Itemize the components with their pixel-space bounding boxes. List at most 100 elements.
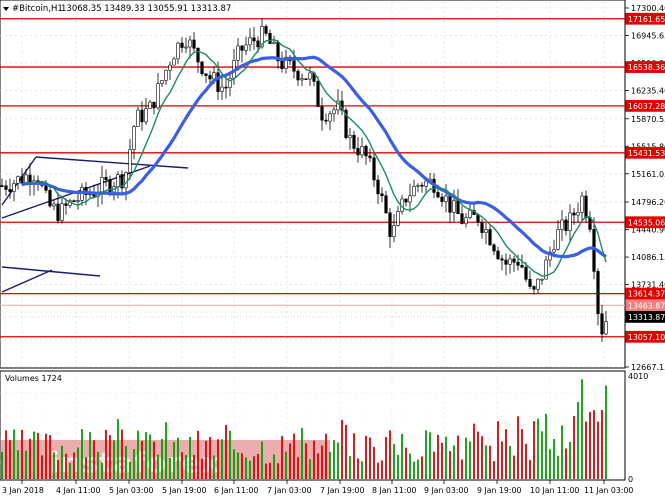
price-tick-label: 16235.40 — [631, 87, 665, 96]
candle-body — [180, 42, 184, 48]
volume-bar — [453, 445, 455, 479]
volume-bar — [153, 441, 155, 479]
candle-body — [60, 203, 64, 221]
volume-bar — [573, 415, 575, 479]
volume-bar — [309, 459, 311, 479]
time-tick-label: 11 Jan 03:00 — [584, 486, 633, 495]
candle-body — [304, 78, 308, 80]
candle-body — [320, 106, 324, 121]
candle-body — [252, 37, 256, 42]
volume-bar — [341, 419, 343, 479]
candle-body — [520, 264, 524, 268]
candle-body — [192, 39, 196, 49]
candle-body — [368, 155, 372, 159]
time-tick-label: 5 Jan 03:00 — [109, 486, 153, 495]
volume-bars — [1, 379, 607, 479]
candle-body — [144, 108, 148, 123]
volume-bar — [253, 456, 255, 479]
volume-bar — [577, 402, 579, 479]
candle-body — [204, 73, 208, 76]
trendline[interactable] — [1, 269, 53, 293]
volume-bar — [121, 429, 123, 479]
time-tick-label: 7 Jan 19:00 — [320, 486, 364, 495]
volume-bar — [429, 432, 431, 479]
volume-bar — [141, 440, 143, 479]
volume-bar — [337, 442, 339, 479]
volume-bar — [13, 429, 15, 479]
candle-body — [196, 47, 200, 63]
volume-bar — [353, 433, 355, 479]
volume-bar — [265, 463, 267, 479]
volume-bar — [313, 440, 315, 479]
candle-body — [596, 271, 600, 315]
volume-bar — [437, 434, 439, 479]
candle-body — [292, 60, 296, 72]
volume-bar — [69, 462, 71, 479]
candle-body — [212, 72, 216, 80]
volume-bar — [81, 429, 83, 479]
volume-grid — [0, 372, 625, 479]
volume-bar — [401, 433, 403, 479]
volume-bar — [221, 439, 223, 479]
candle-body — [200, 61, 204, 75]
volume-bar — [293, 433, 295, 479]
candle-body — [268, 33, 272, 44]
candle-body — [236, 45, 240, 61]
candle-body — [496, 250, 500, 260]
candle-body — [132, 126, 136, 150]
watermark-text: instaforex — [50, 446, 221, 479]
volume-bar — [273, 454, 275, 479]
volume-bar — [537, 418, 539, 479]
candle-body — [372, 157, 376, 181]
candle-body — [72, 200, 76, 203]
volume-bar — [373, 446, 375, 479]
price-tick-label: 16945.65 — [631, 31, 665, 40]
horizontal-levels[interactable] — [0, 18, 625, 338]
volume-bar — [301, 428, 303, 479]
trendline[interactable] — [35, 156, 189, 169]
candle-body — [220, 86, 224, 92]
volume-bar — [481, 436, 483, 479]
candle-body — [396, 211, 400, 226]
time-tick-label: 5 Jan 19:00 — [162, 486, 206, 495]
candle-body — [480, 222, 484, 233]
candle-body — [416, 184, 420, 187]
volume-bar — [329, 451, 331, 479]
volume-bar — [393, 443, 395, 479]
volume-bar — [525, 443, 527, 479]
volume-bar — [505, 429, 507, 479]
price-pane[interactable] — [0, 0, 626, 369]
volume-bar — [149, 434, 151, 479]
volume-bar — [181, 452, 183, 479]
candle-body — [12, 182, 16, 192]
candle-body — [440, 196, 444, 202]
trendline[interactable] — [1, 266, 101, 277]
candle-body — [380, 193, 384, 197]
volume-bar — [545, 413, 547, 479]
volume-bar — [397, 454, 399, 479]
candle-body — [524, 266, 528, 280]
volume-bar — [109, 435, 111, 479]
volume-bar — [377, 462, 379, 479]
dropdown-triangle-icon[interactable] — [3, 7, 9, 11]
candle-body — [424, 180, 428, 187]
volume-bar — [349, 456, 351, 479]
level-price-tag: 13614.37 — [628, 290, 665, 299]
candle-body — [140, 109, 144, 123]
candle-body — [124, 172, 128, 189]
volume-bar — [85, 457, 87, 479]
ohlc-readout: 13068.35 13489.33 13055.91 13313.87 — [61, 4, 231, 14]
volume-bar — [417, 459, 419, 479]
candle-body — [352, 134, 356, 149]
volume-bar — [33, 431, 35, 479]
volume-bar — [233, 449, 235, 479]
volume-bar — [501, 441, 503, 479]
candle-body — [556, 229, 560, 250]
volume-bar — [21, 429, 23, 479]
candle-body — [544, 259, 548, 280]
volume-bar — [205, 440, 207, 479]
candle-body — [568, 212, 572, 232]
candle-body — [388, 212, 392, 237]
chart-header: #Bitcoin,H1 13068.35 13489.33 13055.91 1… — [3, 4, 231, 14]
